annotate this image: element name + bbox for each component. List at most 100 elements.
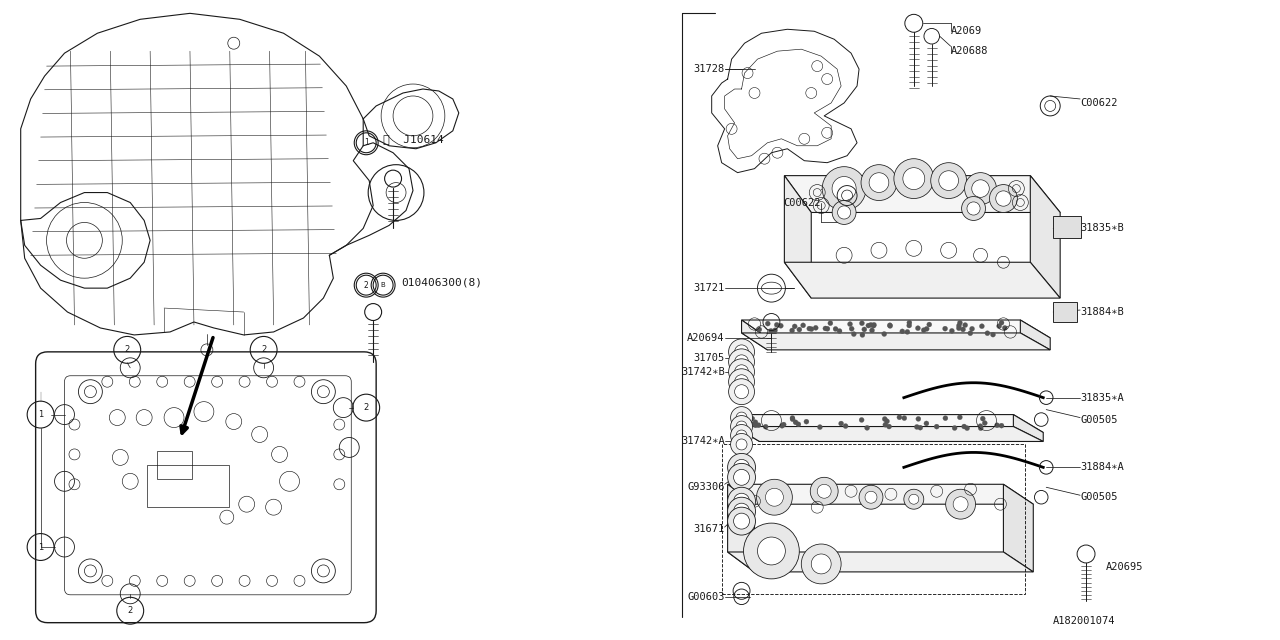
Circle shape (728, 359, 754, 385)
Circle shape (956, 326, 961, 331)
Circle shape (790, 328, 795, 333)
Circle shape (823, 326, 828, 331)
Circle shape (979, 324, 984, 329)
Circle shape (980, 416, 986, 421)
Polygon shape (785, 262, 1060, 298)
Polygon shape (785, 175, 812, 298)
Circle shape (753, 423, 758, 428)
Circle shape (860, 332, 865, 337)
Circle shape (884, 419, 890, 424)
Polygon shape (1020, 320, 1050, 350)
Circle shape (909, 494, 919, 504)
Circle shape (796, 422, 801, 427)
Text: 2: 2 (124, 346, 129, 355)
Circle shape (810, 477, 838, 505)
Circle shape (991, 332, 996, 337)
Circle shape (978, 426, 983, 431)
Circle shape (887, 424, 892, 429)
Circle shape (847, 322, 852, 326)
Circle shape (838, 421, 844, 426)
Circle shape (756, 327, 762, 332)
Polygon shape (727, 484, 1033, 504)
Circle shape (900, 329, 905, 334)
Text: 2: 2 (128, 606, 133, 615)
Circle shape (963, 323, 968, 328)
Circle shape (915, 326, 920, 331)
Circle shape (924, 326, 929, 332)
Circle shape (731, 406, 753, 429)
Text: 2: 2 (364, 281, 369, 290)
Text: 31835∗A: 31835∗A (1080, 393, 1124, 403)
Circle shape (897, 415, 902, 420)
Circle shape (774, 323, 780, 327)
Circle shape (924, 421, 929, 426)
Circle shape (822, 166, 867, 211)
Circle shape (950, 328, 955, 333)
Circle shape (733, 493, 750, 509)
Circle shape (756, 479, 792, 515)
Circle shape (883, 422, 888, 428)
Circle shape (735, 365, 749, 379)
Circle shape (952, 426, 957, 431)
Circle shape (804, 419, 809, 424)
Circle shape (768, 328, 773, 333)
Text: B: B (380, 282, 385, 288)
Circle shape (882, 417, 887, 422)
Text: A182001074: A182001074 (1053, 616, 1116, 626)
Circle shape (813, 325, 818, 330)
Circle shape (869, 173, 888, 193)
Circle shape (864, 426, 869, 430)
Circle shape (865, 492, 877, 503)
Bar (1053, 302, 1076, 322)
Circle shape (736, 430, 748, 441)
Circle shape (733, 460, 750, 476)
Circle shape (905, 330, 910, 334)
Text: 1: 1 (38, 543, 44, 552)
Circle shape (781, 422, 786, 427)
Circle shape (996, 191, 1011, 206)
Text: 31835∗B: 31835∗B (1080, 223, 1124, 234)
Circle shape (938, 171, 959, 191)
Circle shape (1002, 326, 1007, 330)
Circle shape (960, 327, 965, 332)
Polygon shape (741, 320, 1050, 338)
Circle shape (756, 422, 762, 428)
Circle shape (727, 463, 755, 492)
Text: 31742∗A: 31742∗A (681, 436, 724, 447)
Circle shape (790, 417, 795, 422)
Circle shape (744, 523, 799, 579)
Circle shape (966, 202, 980, 215)
Circle shape (968, 331, 973, 336)
Text: 31742∗B: 31742∗B (681, 367, 724, 377)
Circle shape (792, 324, 797, 329)
Bar (157, 451, 192, 479)
Circle shape (727, 497, 755, 525)
Circle shape (906, 320, 911, 325)
Circle shape (902, 415, 906, 420)
Polygon shape (741, 320, 768, 350)
Circle shape (902, 168, 924, 189)
Circle shape (837, 206, 851, 219)
Circle shape (832, 177, 856, 200)
Circle shape (728, 349, 754, 375)
Circle shape (727, 487, 755, 515)
Circle shape (728, 369, 754, 395)
Circle shape (865, 323, 870, 328)
Polygon shape (727, 552, 1033, 572)
Circle shape (735, 375, 749, 388)
Circle shape (833, 326, 838, 332)
Circle shape (736, 412, 748, 423)
Text: A20688: A20688 (951, 46, 988, 56)
Text: 31705: 31705 (694, 353, 724, 363)
Circle shape (728, 339, 754, 365)
Text: A20695: A20695 (1106, 562, 1143, 572)
Circle shape (824, 326, 829, 332)
Circle shape (800, 323, 805, 328)
Circle shape (750, 416, 755, 421)
Text: ①  J10614: ① J10614 (383, 134, 444, 144)
Circle shape (765, 488, 783, 506)
Text: G00603: G00603 (687, 592, 724, 602)
Circle shape (861, 164, 897, 200)
Circle shape (735, 385, 749, 399)
Circle shape (997, 324, 1002, 328)
